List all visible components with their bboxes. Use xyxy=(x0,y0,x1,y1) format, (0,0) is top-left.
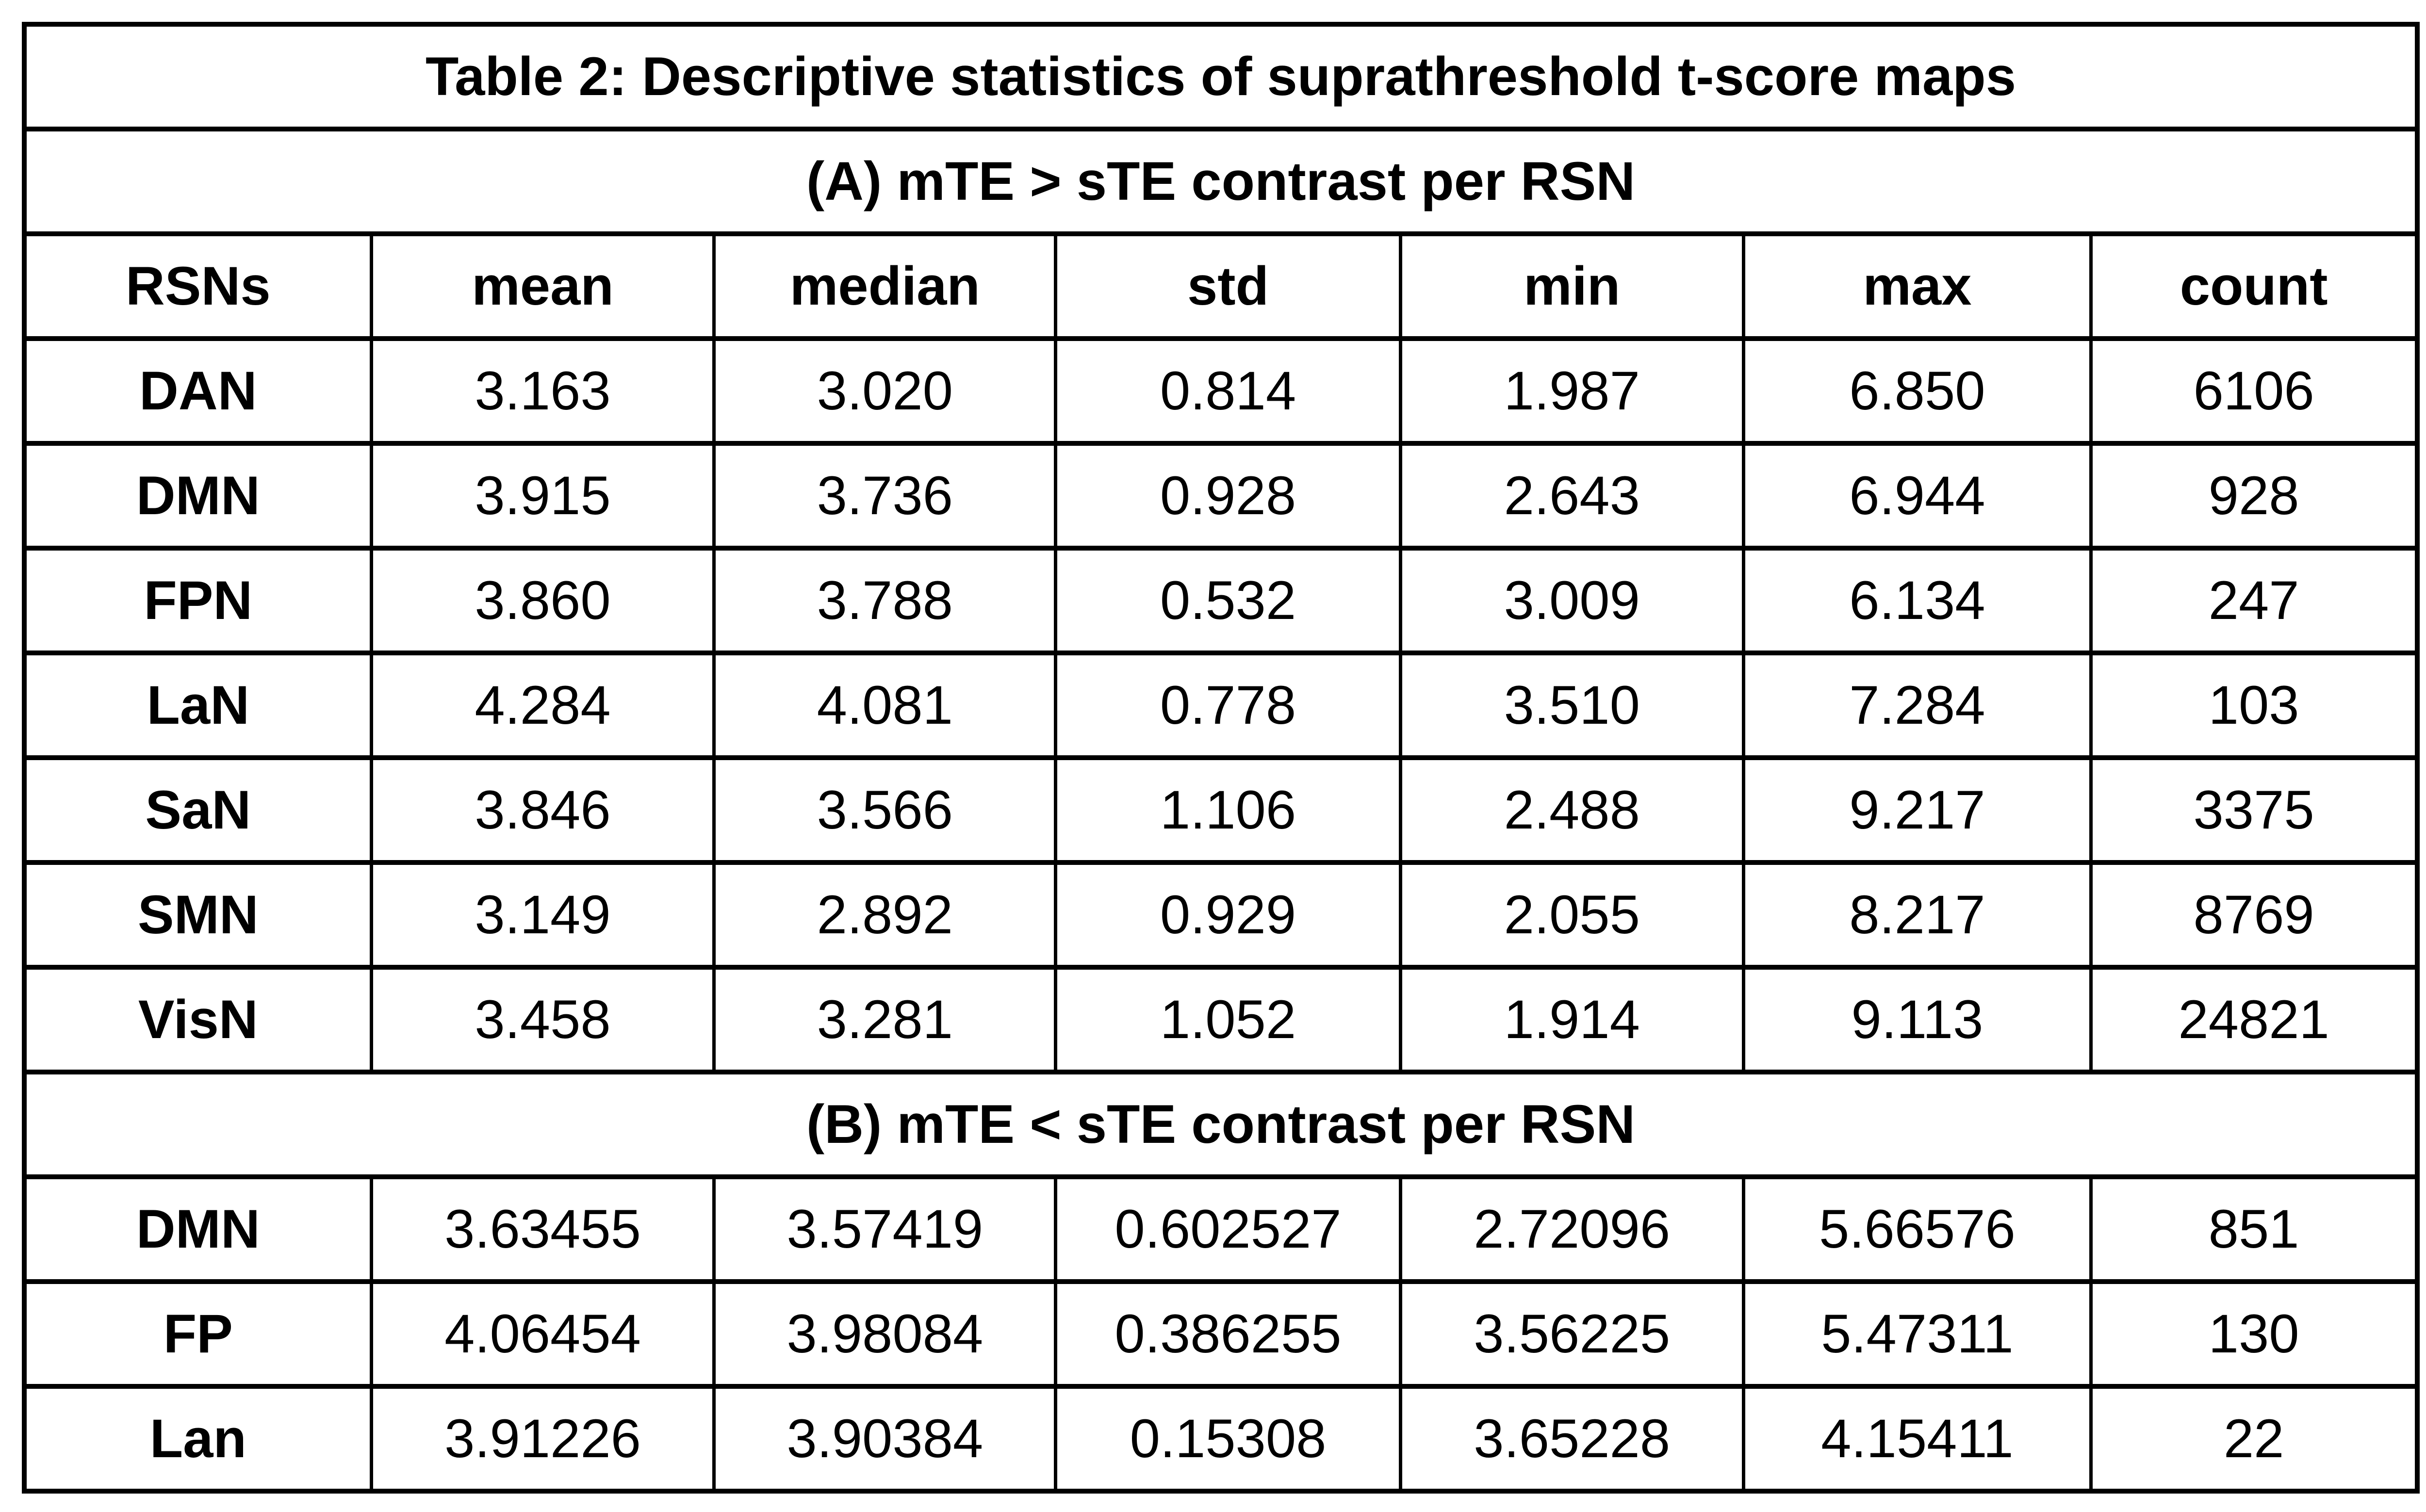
stat-value-cell: 1.106 xyxy=(1054,755,1402,865)
stat-value-cell: 3.020 xyxy=(712,336,1058,446)
stat-value-cell: 22 xyxy=(2089,1384,2419,1494)
column-header-rsns: RSNs xyxy=(22,231,373,341)
stat-value-cell: 4.284 xyxy=(369,650,716,760)
stat-value-cell: 7.284 xyxy=(1741,650,2093,760)
stat-value-cell: 1.052 xyxy=(1054,965,1402,1074)
stat-value-cell: 0.386255 xyxy=(1054,1279,1402,1389)
rsn-name-cell: SMN xyxy=(22,860,373,970)
stat-value-cell: 8769 xyxy=(2089,860,2419,970)
stat-value-cell: 3.65228 xyxy=(1398,1384,1745,1494)
column-header-count: count xyxy=(2089,231,2419,341)
stat-value-cell: 3.98084 xyxy=(712,1279,1058,1389)
stat-value-cell: 4.081 xyxy=(712,650,1058,760)
table-row: DAN 3.163 3.020 0.814 1.987 6.850 6106 xyxy=(22,336,2419,446)
stat-value-cell: 6.134 xyxy=(1741,546,2093,655)
stat-value-cell: 4.06454 xyxy=(369,1279,716,1389)
stat-value-cell: 2.488 xyxy=(1398,755,1745,865)
stat-value-cell: 928 xyxy=(2089,441,2419,551)
stat-value-cell: 4.15411 xyxy=(1741,1384,2093,1494)
stat-value-cell: 851 xyxy=(2089,1174,2419,1284)
table-row: FPN 3.860 3.788 0.532 3.009 6.134 247 xyxy=(22,546,2419,655)
stat-value-cell: 8.217 xyxy=(1741,860,2093,970)
rsn-name-cell: DMN xyxy=(22,1174,373,1284)
stat-value-cell: 3.57419 xyxy=(712,1174,1058,1284)
section-a-header: (A) mTE > sTE contrast per RSN xyxy=(22,127,2419,236)
stat-value-cell: 0.15308 xyxy=(1054,1384,1402,1494)
rsn-name-cell: FPN xyxy=(22,546,373,655)
table-row: Lan 3.91226 3.90384 0.15308 3.65228 4.15… xyxy=(22,1384,2419,1494)
stat-value-cell: 3.788 xyxy=(712,546,1058,655)
stat-value-cell: 0.814 xyxy=(1054,336,1402,446)
table-row: SaN 3.846 3.566 1.106 2.488 9.217 3375 xyxy=(22,755,2419,865)
stat-value-cell: 3.281 xyxy=(712,965,1058,1074)
section-a-header-row: (A) mTE > sTE contrast per RSN xyxy=(22,127,2419,236)
column-header-min: min xyxy=(1398,231,1745,341)
table-row: DMN 3.63455 3.57419 0.602527 2.72096 5.6… xyxy=(22,1174,2419,1284)
stat-value-cell: 247 xyxy=(2089,546,2419,655)
rsn-name-cell: Lan xyxy=(22,1384,373,1494)
stat-value-cell: 103 xyxy=(2089,650,2419,760)
stat-value-cell: 3.846 xyxy=(369,755,716,865)
table-row: FP 4.06454 3.98084 0.386255 3.56225 5.47… xyxy=(22,1279,2419,1389)
stat-value-cell: 6.944 xyxy=(1741,441,2093,551)
stat-value-cell: 3.510 xyxy=(1398,650,1745,760)
rsn-name-cell: DMN xyxy=(22,441,373,551)
stat-value-cell: 2.643 xyxy=(1398,441,1745,551)
stat-value-cell: 3.149 xyxy=(369,860,716,970)
table-row: LaN 4.284 4.081 0.778 3.510 7.284 103 xyxy=(22,650,2419,760)
column-header-mean: mean xyxy=(369,231,716,341)
table-row: VisN 3.458 3.281 1.052 1.914 9.113 24821 xyxy=(22,965,2419,1074)
table-title: Table 2: Descriptive statistics of supra… xyxy=(22,22,2419,131)
section-b-header: (B) mTE < sTE contrast per RSN xyxy=(22,1070,2419,1179)
stat-value-cell: 130 xyxy=(2089,1279,2419,1389)
stat-value-cell: 1.914 xyxy=(1398,965,1745,1074)
stat-value-cell: 3.163 xyxy=(369,336,716,446)
column-header-median: median xyxy=(712,231,1058,341)
stat-value-cell: 3.915 xyxy=(369,441,716,551)
stat-value-cell: 3.736 xyxy=(712,441,1058,551)
stat-value-cell: 3.63455 xyxy=(369,1174,716,1284)
stat-value-cell: 2.892 xyxy=(712,860,1058,970)
column-header-std: std xyxy=(1054,231,1402,341)
table-row: DMN 3.915 3.736 0.928 2.643 6.944 928 xyxy=(22,441,2419,551)
stat-value-cell: 3375 xyxy=(2089,755,2419,865)
stat-value-cell: 2.055 xyxy=(1398,860,1745,970)
table-row: SMN 3.149 2.892 0.929 2.055 8.217 8769 xyxy=(22,860,2419,970)
stat-value-cell: 9.217 xyxy=(1741,755,2093,865)
stat-value-cell: 3.566 xyxy=(712,755,1058,865)
rsn-name-cell: LaN xyxy=(22,650,373,760)
stat-value-cell: 0.532 xyxy=(1054,546,1402,655)
table-title-row: Table 2: Descriptive statistics of supra… xyxy=(22,22,2419,131)
stat-value-cell: 3.90384 xyxy=(712,1384,1058,1494)
stat-value-cell: 0.602527 xyxy=(1054,1174,1402,1284)
rsn-name-cell: VisN xyxy=(22,965,373,1074)
stat-value-cell: 3.458 xyxy=(369,965,716,1074)
stat-value-cell: 2.72096 xyxy=(1398,1174,1745,1284)
stat-value-cell: 0.929 xyxy=(1054,860,1402,970)
rsn-name-cell: FP xyxy=(22,1279,373,1389)
stat-value-cell: 6.850 xyxy=(1741,336,2093,446)
stat-value-cell: 0.778 xyxy=(1054,650,1402,760)
section-b-header-row: (B) mTE < sTE contrast per RSN xyxy=(22,1070,2419,1179)
stat-value-cell: 5.66576 xyxy=(1741,1174,2093,1284)
column-header-row: RSNs mean median std min max count xyxy=(22,231,2419,341)
column-header-max: max xyxy=(1741,231,2093,341)
rsn-name-cell: DAN xyxy=(22,336,373,446)
stat-value-cell: 24821 xyxy=(2089,965,2419,1074)
stat-value-cell: 3.91226 xyxy=(369,1384,716,1494)
stat-value-cell: 3.009 xyxy=(1398,546,1745,655)
stat-value-cell: 0.928 xyxy=(1054,441,1402,551)
stat-value-cell: 6106 xyxy=(2089,336,2419,446)
rsn-name-cell: SaN xyxy=(22,755,373,865)
stat-value-cell: 3.56225 xyxy=(1398,1279,1745,1389)
stat-value-cell: 5.47311 xyxy=(1741,1279,2093,1389)
stat-value-cell: 9.113 xyxy=(1741,965,2093,1074)
descriptive-stats-table: Table 2: Descriptive statistics of supra… xyxy=(22,22,2420,1494)
stat-value-cell: 3.860 xyxy=(369,546,716,655)
stat-value-cell: 1.987 xyxy=(1398,336,1745,446)
